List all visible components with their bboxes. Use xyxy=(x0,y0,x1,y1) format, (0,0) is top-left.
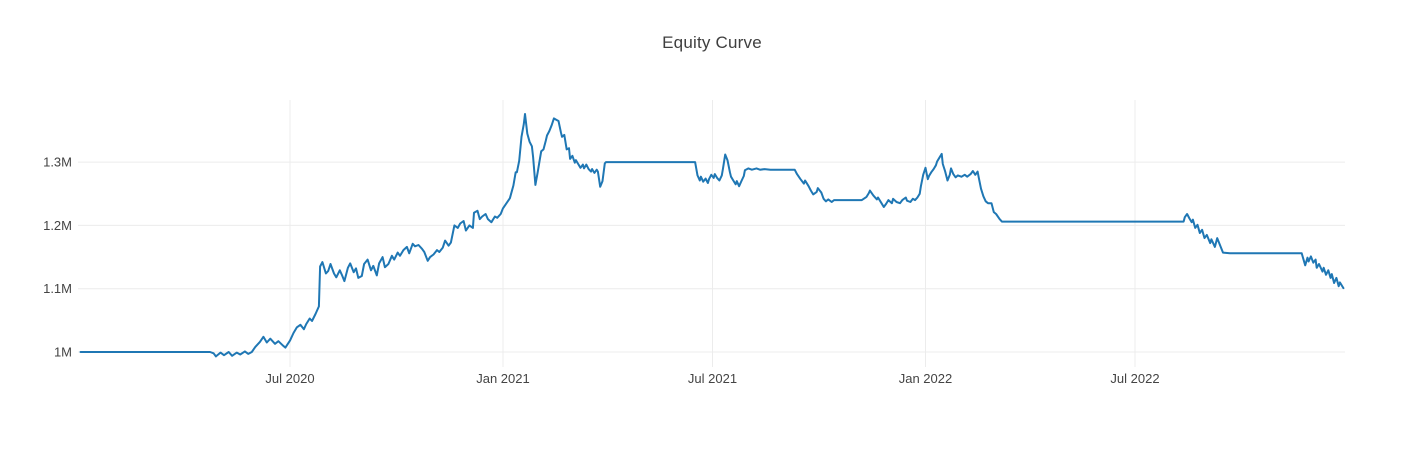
x-tick-label: Jul 2020 xyxy=(265,371,314,386)
x-tick-label: Jan 2022 xyxy=(899,371,953,386)
x-tick-label: Jan 2021 xyxy=(476,371,530,386)
x-tick-label: Jul 2022 xyxy=(1110,371,1159,386)
y-tick-label: 1.2M xyxy=(43,218,72,233)
x-tick-label: Jul 2021 xyxy=(688,371,737,386)
y-tick-label: 1.1M xyxy=(43,281,72,296)
y-tick-label: 1M xyxy=(54,345,72,360)
chart-title: Equity Curve xyxy=(662,33,762,52)
y-tick-label: 1.3M xyxy=(43,155,72,170)
equity-line-series xyxy=(79,113,1345,358)
